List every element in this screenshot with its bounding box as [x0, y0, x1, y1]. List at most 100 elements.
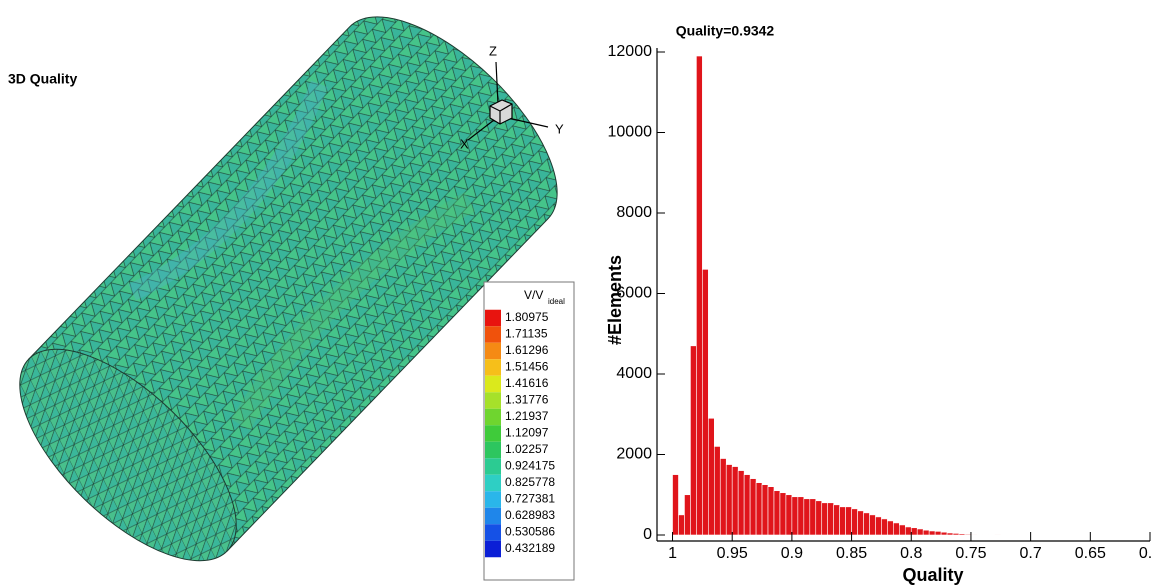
- bar: [768, 487, 774, 535]
- bar: [774, 491, 780, 535]
- x-tick-label: 0.75: [955, 545, 986, 562]
- legend-swatch: [485, 310, 501, 327]
- bar: [750, 479, 756, 535]
- x-axis-label: Quality: [902, 565, 963, 585]
- legend-label: 1.21937: [505, 409, 549, 423]
- bar: [732, 467, 738, 535]
- bar: [756, 483, 762, 535]
- chart-title: Quality=0.9342: [676, 23, 775, 39]
- legend-subscript: ideal: [548, 297, 565, 306]
- bar: [720, 459, 726, 535]
- legend-label: 1.12097: [505, 426, 549, 440]
- bar: [786, 495, 792, 535]
- bar: [917, 529, 923, 535]
- y-tick-label: 8000: [616, 204, 652, 221]
- x-tick-label: 0.95: [717, 545, 748, 562]
- bar: [816, 501, 822, 535]
- bar: [971, 534, 977, 535]
- y-tick-label: 0: [643, 526, 652, 543]
- bar: [893, 523, 899, 535]
- bar: [804, 499, 810, 535]
- x-tick-label: 0.7: [1020, 545, 1042, 562]
- legend-label: 1.61296: [505, 343, 549, 357]
- bar: [875, 517, 881, 535]
- bar: [684, 495, 690, 535]
- y-tick-label: 2000: [616, 446, 652, 463]
- bar: [762, 485, 768, 535]
- legend-label: 1.71135: [505, 327, 548, 341]
- bar: [935, 531, 941, 535]
- bar: [899, 525, 905, 535]
- bar: [834, 505, 840, 535]
- legend-swatch: [485, 343, 501, 360]
- legend-label: 0.628983: [505, 508, 555, 522]
- bar: [696, 56, 702, 535]
- y-tick-label: 4000: [616, 365, 652, 382]
- bar: [780, 493, 786, 535]
- bar: [846, 507, 852, 535]
- bar: [822, 503, 828, 535]
- legend-label: 1.02257: [505, 442, 549, 456]
- legend-label: 0.727381: [505, 492, 555, 506]
- bar: [714, 446, 720, 535]
- legend-swatch: [485, 541, 501, 558]
- legend-swatch: [485, 508, 501, 525]
- bar: [702, 269, 708, 535]
- bar: [864, 513, 870, 535]
- legend-swatch: [485, 359, 501, 376]
- bar: [858, 511, 864, 535]
- legend-label: 0.825778: [505, 475, 555, 489]
- legend-swatch: [485, 326, 501, 343]
- bar: [708, 418, 714, 535]
- legend-swatch: [485, 442, 501, 459]
- bar: [810, 499, 816, 535]
- bar: [798, 497, 804, 535]
- bar: [828, 503, 834, 535]
- legend-swatch: [485, 491, 501, 508]
- axis-x: X: [460, 136, 469, 151]
- bar: [911, 528, 917, 535]
- axis-z: Z: [489, 43, 497, 58]
- bar: [887, 521, 893, 535]
- x-tick-label: 0.65: [1075, 545, 1106, 562]
- bar: [941, 532, 947, 535]
- legend-swatch: [485, 425, 501, 442]
- legend-title: V/V: [524, 288, 543, 302]
- x-tick-label: 0.8: [900, 545, 922, 562]
- bar: [959, 534, 965, 535]
- legend-swatch: [485, 524, 501, 541]
- legend-label: 1.31776: [505, 393, 549, 407]
- y-axis-label: #Elements: [605, 255, 625, 345]
- bar: [929, 531, 935, 535]
- legend-swatch: [485, 475, 501, 492]
- bar: [744, 475, 750, 535]
- legend-swatch: [485, 376, 501, 393]
- bar: [905, 527, 911, 535]
- screenshot: V/Videal1.809751.711351.612961.514561.41…: [0, 0, 1153, 586]
- y-tick-label: 12000: [608, 43, 653, 60]
- bar: [869, 515, 875, 535]
- legend-swatch: [485, 458, 501, 475]
- legend-swatch: [485, 392, 501, 409]
- bar: [923, 530, 929, 535]
- legend-label: 0.924175: [505, 459, 555, 473]
- bar: [840, 507, 846, 535]
- bar: [947, 533, 953, 535]
- bar: [726, 465, 732, 535]
- x-tick-label: 0.6: [1139, 545, 1153, 562]
- legend-label: 1.41616: [505, 376, 549, 390]
- legend-swatch: [485, 409, 501, 426]
- bar: [738, 471, 744, 535]
- legend-label: 0.432189: [505, 541, 555, 555]
- panel-title: 3D Quality: [8, 71, 77, 87]
- bar: [678, 515, 684, 535]
- bar: [953, 533, 959, 535]
- legend-label: 1.80975: [505, 310, 549, 324]
- bar: [690, 346, 696, 535]
- legend-label: 0.530586: [505, 525, 555, 539]
- bar: [792, 497, 798, 535]
- bar: [852, 509, 858, 535]
- bar: [673, 475, 679, 535]
